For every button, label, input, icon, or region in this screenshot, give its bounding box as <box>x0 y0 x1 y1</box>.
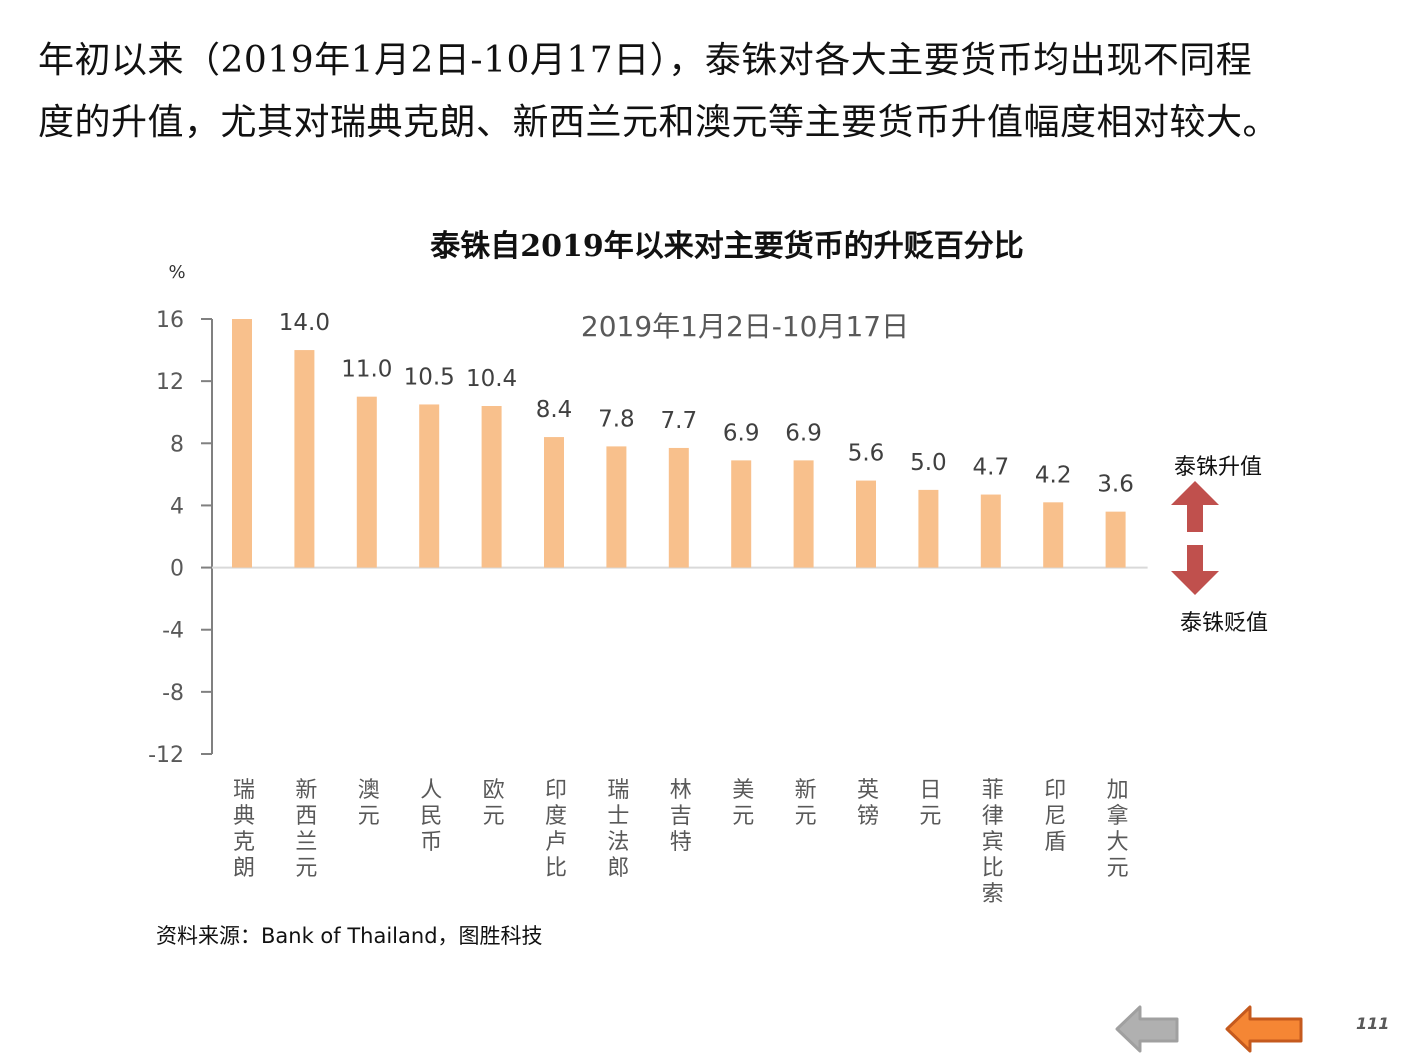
bar <box>606 446 627 568</box>
bar <box>294 350 315 568</box>
bar <box>793 460 814 568</box>
page-number: 111 <box>1356 1014 1390 1033</box>
bar <box>918 489 939 568</box>
category-label: 瑞士法郎 <box>607 778 629 881</box>
bar <box>980 494 1001 568</box>
data-label: 7.8 <box>598 406 635 432</box>
back-button-gray[interactable] <box>1113 1004 1181 1054</box>
data-label: 10.4 <box>466 366 517 392</box>
data-label: 14.0 <box>279 310 330 336</box>
category-label: 瑞典克朗 <box>233 778 255 881</box>
category-label: 新西兰元 <box>295 778 317 881</box>
bar <box>544 437 564 568</box>
arrow-up-icon <box>1171 481 1219 532</box>
category-label: 印尼盾 <box>1044 778 1066 855</box>
intro-line-2: 度的升值，尤其对瑞典克朗、新西兰元和澳元等主要货币升值幅度相对较大。 <box>38 102 1280 143</box>
data-label: 6.9 <box>785 420 822 446</box>
category-label: 菲律宾比索 <box>982 778 1004 907</box>
data-label: 5.6 <box>848 441 885 467</box>
arrow-left-icon <box>1115 1005 1179 1053</box>
data-label: 5.0 <box>910 450 947 476</box>
data-label: 4.7 <box>973 455 1010 481</box>
bar <box>1043 502 1064 568</box>
bar <box>419 404 440 568</box>
data-label: 3.6 <box>1097 472 1134 498</box>
legend: 泰铢升值 泰铢贬值 <box>1171 455 1268 636</box>
legend-depreciation-label: 泰铢贬值 <box>1180 611 1268 636</box>
category-label: 林吉特 <box>670 778 692 855</box>
category-label: 新元 <box>795 778 817 829</box>
category-label: 印度卢比 <box>545 778 567 881</box>
data-labels: 14.0 11.0 10.5 10.4 8.4 7.8 7.7 6.9 6.9 5.6 5.0 4.7… <box>279 310 1134 498</box>
intro-line-1: 年初以来（2019年1月2日-10月17日），泰铢对各大主要货币均出现不同程 <box>38 40 1253 81</box>
data-label: 11.0 <box>341 357 392 383</box>
category-label: 美元 <box>732 778 754 829</box>
category-label: 澳元 <box>358 778 380 829</box>
bar <box>232 319 252 568</box>
bar <box>668 447 689 568</box>
y-tick-label: -8 <box>162 681 184 706</box>
y-tick-label: 12 <box>156 370 184 395</box>
category-label: 英镑 <box>857 778 879 829</box>
category-label: 日元 <box>919 778 941 829</box>
y-tick-label: 16 <box>156 308 184 333</box>
data-label: 8.4 <box>536 397 573 423</box>
y-tick-label: -4 <box>162 619 184 644</box>
y-tick-label: -12 <box>148 743 184 768</box>
data-label: 7.7 <box>661 408 698 434</box>
y-tick-label: 0 <box>170 557 184 582</box>
bar <box>356 396 377 568</box>
bar <box>1105 511 1126 568</box>
y-tick-label: 8 <box>170 432 184 457</box>
arrow-left-icon <box>1225 1005 1303 1053</box>
chart-title: 泰铢自2019年以来对主要货币的升贬百分比 <box>430 229 1024 264</box>
chart-subtitle: 2019年1月2日-10月17日 <box>581 310 909 343</box>
legend-appreciation-label: 泰铢升值 <box>1174 455 1262 480</box>
category-label: 加拿大元 <box>1107 778 1129 881</box>
category-label: 人民币 <box>420 778 442 855</box>
arrow-down-icon <box>1171 545 1219 595</box>
y-tick-label: 4 <box>170 494 184 519</box>
data-label: 4.2 <box>1035 462 1072 488</box>
back-button-orange[interactable] <box>1223 1004 1307 1054</box>
intro-paragraph: 年初以来（2019年1月2日-10月17日），泰铢对各大主要货币均出现不同程 度… <box>38 30 1398 154</box>
data-label: 10.5 <box>404 364 455 390</box>
y-axis-unit: % <box>168 262 185 283</box>
source-note: 资料来源：Bank of Thailand，图胜科技 <box>156 924 543 948</box>
category-label: 欧元 <box>483 778 505 829</box>
bar <box>731 460 752 568</box>
bar <box>481 406 502 568</box>
data-label: 6.9 <box>723 420 760 446</box>
bar <box>856 480 876 568</box>
bars <box>232 319 1126 568</box>
